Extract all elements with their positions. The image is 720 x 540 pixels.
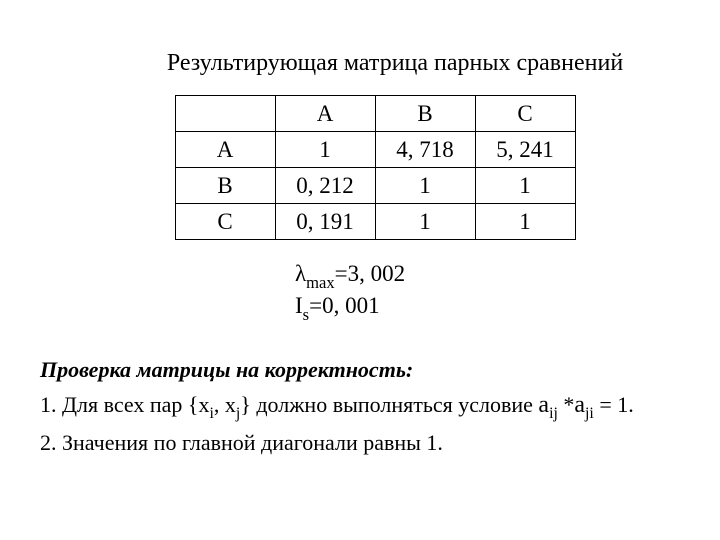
- table-cell: C: [175, 204, 275, 240]
- table-cell: 0, 212: [275, 168, 375, 204]
- a-symbol: a: [574, 392, 585, 418]
- sub-j: j: [236, 405, 240, 422]
- table-cell: B: [375, 96, 475, 132]
- lambda-line: λmax=3, 002: [295, 260, 680, 292]
- i-symbol: I: [295, 293, 303, 318]
- table-cell: 4, 718: [375, 132, 475, 168]
- text-part: = 1.: [594, 392, 634, 417]
- table-row: B 0, 212 1 1: [175, 168, 575, 204]
- table-row: A B C: [175, 96, 575, 132]
- formula-block: λmax=3, 002 Is=0, 001: [295, 260, 680, 325]
- i-value: =0, 001: [309, 293, 379, 318]
- table-cell: 1: [375, 204, 475, 240]
- matrix-table: A B C A 1 4, 718 5, 241 B 0, 212 1 1 C 0…: [175, 95, 576, 240]
- text-part: } должно выполняться условие: [240, 392, 538, 417]
- text-part: *: [558, 392, 575, 417]
- text-part: 1. Для всех пар {x: [40, 392, 209, 417]
- table-cell: [175, 96, 275, 132]
- table-cell: 1: [475, 204, 575, 240]
- check-heading: Проверка матрицы на корректность:: [40, 353, 680, 387]
- text-part: , x: [214, 392, 236, 417]
- table-cell: 5, 241: [475, 132, 575, 168]
- table-cell: A: [275, 96, 375, 132]
- lambda-symbol: λ: [295, 261, 306, 286]
- a-symbol: a: [538, 392, 549, 418]
- table-cell: 1: [375, 168, 475, 204]
- table-cell: 1: [275, 132, 375, 168]
- index-line: Is=0, 001: [295, 292, 680, 324]
- check-block: Проверка матрицы на корректность: 1. Для…: [40, 353, 680, 460]
- lambda-subscript: max: [306, 273, 335, 292]
- table-cell: B: [175, 168, 275, 204]
- sub-i: i: [209, 405, 213, 422]
- matrix-table-container: A B C A 1 4, 718 5, 241 B 0, 212 1 1 C 0…: [40, 95, 680, 240]
- table-cell: 0, 191: [275, 204, 375, 240]
- table-row: C 0, 191 1 1: [175, 204, 575, 240]
- i-subscript: s: [303, 305, 309, 324]
- page-title: Результирующая матрица парных сравнений: [40, 50, 680, 77]
- table-cell: A: [175, 132, 275, 168]
- sub-ji: ji: [585, 405, 594, 422]
- sub-ij: ij: [549, 405, 558, 422]
- check-line-2: 2. Значения по главной диагонали равны 1…: [40, 426, 680, 460]
- table-row: A 1 4, 718 5, 241: [175, 132, 575, 168]
- check-line-1: 1. Для всех пар {xi, xj} должно выполнят…: [40, 387, 680, 426]
- table-cell: C: [475, 96, 575, 132]
- lambda-value: =3, 002: [335, 261, 405, 286]
- table-cell: 1: [475, 168, 575, 204]
